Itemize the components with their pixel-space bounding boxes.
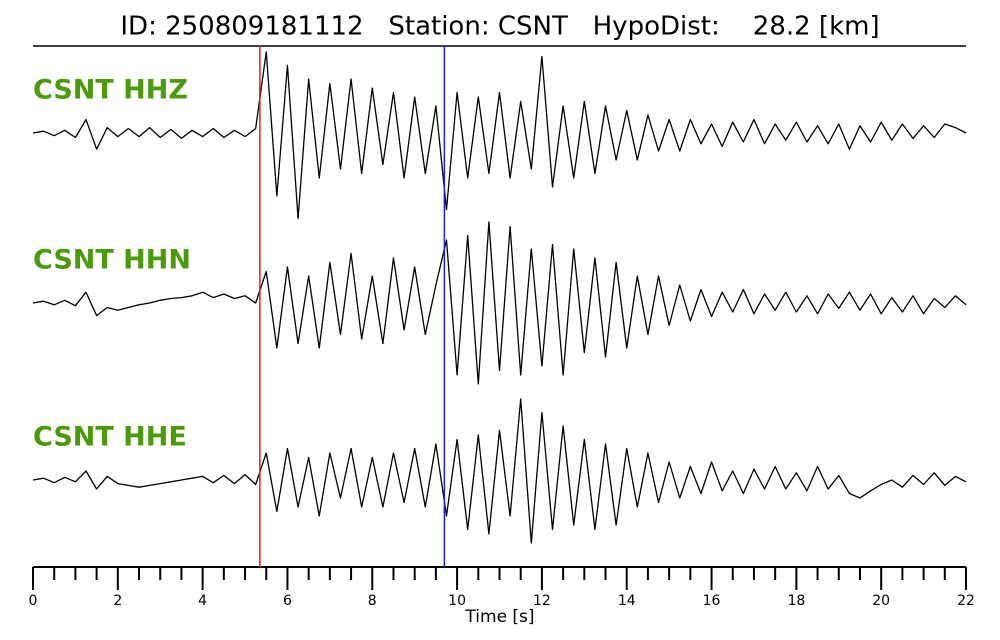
x-tick-label: 2 [113, 593, 122, 609]
trace-label: CSNT HHE [33, 422, 187, 453]
trace-label: CSNT HHN [33, 245, 191, 276]
x-tick-label: 16 [703, 593, 721, 609]
x-tick-label: 12 [533, 593, 551, 609]
x-tick-label: 18 [787, 593, 805, 609]
trace [32, 51, 967, 220]
x-tick-label: 10 [448, 593, 466, 609]
x-tick-label: 8 [368, 593, 377, 609]
chart-title: ID: 250809181112 Station: CSNT HypoDist:… [120, 12, 879, 42]
x-tick-label: 14 [618, 593, 636, 609]
trace [32, 398, 967, 544]
x-tick-label: 0 [29, 593, 38, 609]
x-tick-label: 20 [872, 593, 890, 609]
x-axis-label: Time [s] [464, 607, 534, 627]
x-tick-label: 6 [283, 593, 292, 609]
trace-label: CSNT HHZ [33, 75, 188, 106]
x-tick-label: 22 [957, 593, 975, 609]
x-tick-label: 4 [198, 593, 207, 609]
trace [32, 221, 967, 385]
